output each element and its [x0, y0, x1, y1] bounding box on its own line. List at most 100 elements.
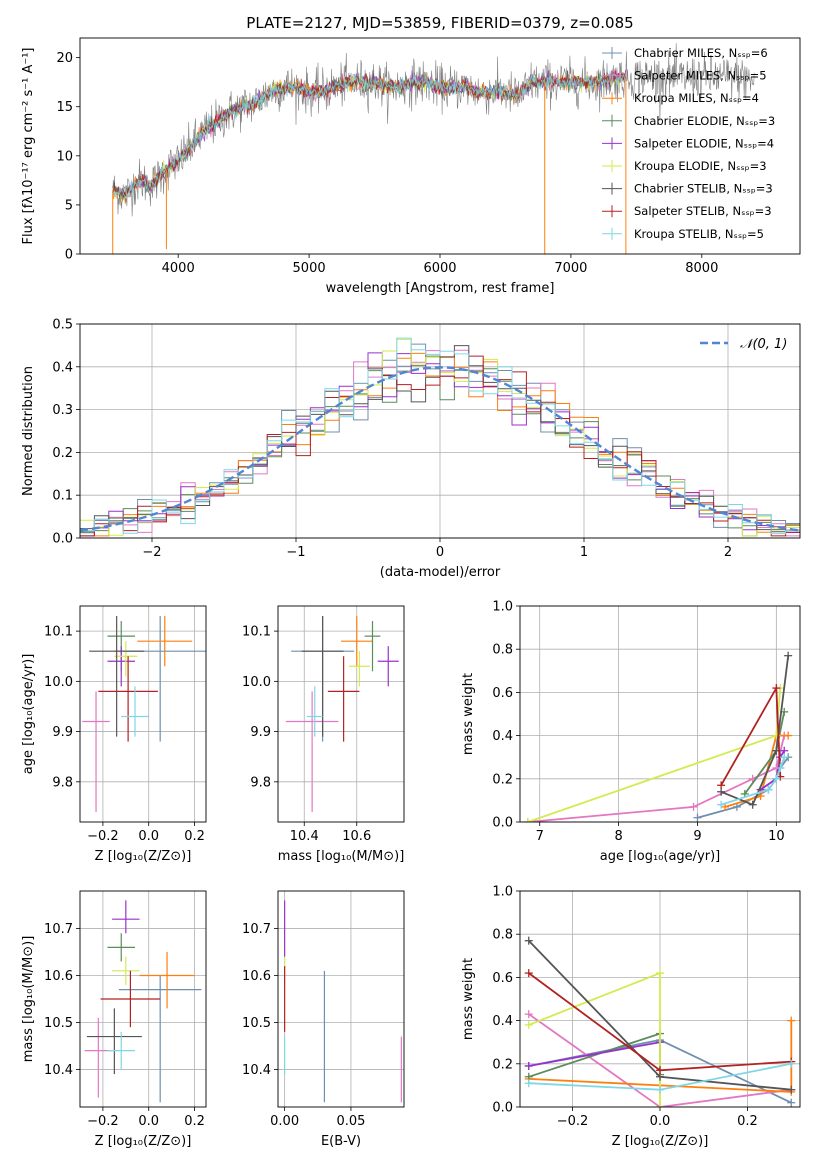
age_vs_mass-xtick-label: 10.6	[342, 829, 371, 844]
mass_vs_ebv-xtick-label: 0.05	[336, 1114, 365, 1129]
mass_vs_Z-series	[84, 900, 202, 1103]
massweight_vs_Z-xlabel: Z [log₁₀(Z/Z⊙)]	[612, 1134, 709, 1149]
legend-label: Kroupa MILES, Nₛₛₚ=4	[634, 91, 759, 105]
residuals-xtick-label: 1	[580, 545, 588, 560]
age_vs_mass-ytick-label: 10.0	[242, 675, 271, 690]
massweight_vs_Z-ytick-label: 0.6	[492, 971, 513, 986]
mass_vs_Z-ylabel: mass [log₁₀(M/M⊙)]	[21, 936, 36, 1063]
residuals-ytick-label: 0.0	[52, 532, 73, 547]
spectrum-series	[112, 43, 755, 254]
age_vs_mass-series	[285, 616, 399, 812]
spectrum-legend: Chabrier MILES, Nₛₛₚ=6 Salpeter MILES, Nₛ…	[602, 46, 775, 241]
spectrum-xlabel: wavelength [Angstrom, rest frame]	[326, 281, 555, 296]
residuals-ytick-label: 0.4	[52, 360, 73, 375]
spectrum-xtick-label: 7000	[554, 261, 587, 276]
residuals-ytick-label: 0.1	[52, 489, 73, 504]
massweight_vs_age-ytick-label: 0.6	[492, 686, 513, 701]
mass_vs_Z-xtick-label: −0.2	[87, 1114, 119, 1129]
age_vs_Z-series	[82, 616, 206, 812]
massweight_vs_age-xtick-label: 9	[693, 829, 701, 844]
massweight_vs_age-series	[523, 651, 793, 822]
residuals-xtick-label: 2	[724, 545, 732, 560]
mass_vs_ebv-xtick-label: 0.00	[270, 1114, 299, 1129]
mass_vs_Z-ytick-label: 10.6	[44, 969, 73, 984]
residuals-hist-kroupa_stelib	[80, 337, 800, 535]
spectrum-frame	[79, 37, 801, 255]
massweight_vs_Z-line-salpeter_elodie	[528, 1041, 661, 1067]
age_vs_mass-ytick-label: 9.8	[250, 775, 271, 790]
mass_vs_ebv-ytick-label: 10.7	[242, 922, 271, 937]
massweight_vs_age-ytick-label: 1.0	[492, 600, 513, 615]
spectrum-ytick-label: 0	[65, 248, 73, 263]
legend-label: Kroupa ELODIE, Nₛₛₚ=3	[634, 159, 767, 173]
residuals-ytick-label: 0.3	[52, 403, 73, 418]
residuals-series	[80, 337, 800, 537]
massweight_vs_Z-series	[524, 936, 796, 1107]
massweight_vs_Z-ytick-label: 0.4	[492, 1014, 513, 1029]
age_vs_Z-ytick-label: 9.9	[52, 725, 73, 740]
massweight_vs_age-ylabel: mass weight	[461, 673, 476, 755]
legend-label: Chabrier ELODIE, Nₛₛₚ=3	[634, 114, 775, 128]
legend-label: Salpeter STELIB, Nₛₛₚ=3	[634, 204, 772, 218]
massweight_vs_age-xtick-label: 7	[536, 829, 544, 844]
mass_vs_Z-frame	[79, 890, 207, 1108]
spectrum-xtick-label: 6000	[423, 261, 456, 276]
massweight_vs_Z-xtick-label: 0.0	[650, 1114, 671, 1129]
spectrum-ytick-label: 15	[56, 100, 73, 115]
residuals-ytick-label: 0.2	[52, 446, 73, 461]
legend-label: Kroupa STELIB, Nₛₛₚ=5	[634, 227, 764, 241]
spectrum-xtick-label: 8000	[685, 261, 718, 276]
massweight_vs_Z-line-kroupa_miles	[528, 1020, 793, 1093]
mass_vs_ebv-xlabel: E(B-V)	[321, 1134, 361, 1149]
age_vs_Z-ytick-label: 9.8	[52, 775, 73, 790]
mass_vs_Z-ytick-label: 10.4	[44, 1063, 73, 1078]
massweight_vs_age-ytick-label: 0.0	[492, 816, 513, 831]
mass_vs_Z-ytick-label: 10.5	[44, 1016, 73, 1031]
massweight_vs_age-ytick-label: 0.4	[492, 729, 513, 744]
age_vs_Z-xtick-label: 0.2	[184, 829, 205, 844]
mass_vs_ebv-frame	[277, 890, 405, 1108]
age_vs_Z-axes: −0.2 0.0 0.2 9.8 9.9 10.0 10.1 Z [log₁₀(Z/Z⊙)] a…	[21, 606, 206, 864]
mass_vs_ebv-axes: 0.00 0.05 10.4 10.5 10.6 10.7 E(B-V)	[242, 891, 404, 1149]
legend-label: Salpeter ELODIE, Nₛₛₚ=4	[634, 136, 774, 150]
mass_vs_ebv-ytick-label: 10.5	[242, 1016, 271, 1031]
mass_vs_Z-xtick-label: 0.2	[184, 1114, 205, 1129]
spectrum-xtick-label: 4000	[162, 261, 195, 276]
age_vs_Z-frame	[79, 605, 207, 823]
residuals-frame	[79, 323, 801, 539]
legend-label: Chabrier STELIB, Nₛₛₚ=3	[634, 182, 773, 196]
residuals-ytick-label: 0.5	[52, 318, 73, 333]
age_vs_Z-ytick-label: 10.0	[44, 675, 73, 690]
massweight_vs_age-xtick-label: 8	[614, 829, 622, 844]
residuals-axes: −2 −1 0 1 2 0.0 0.1 0.2 0.3 0.4 0.5 (data-model)/er…	[21, 318, 800, 580]
age_vs_Z-xtick-label: 0.0	[138, 829, 159, 844]
massweight_vs_age-xlabel: age [log₁₀(age/yr)]	[600, 849, 721, 864]
age_vs_mass-frame	[277, 605, 405, 823]
mass_vs_Z-axes: −0.2 0.0 0.2 10.4 10.5 10.6 10.7 Z [log₁₀(Z/Z⊙)…	[21, 891, 206, 1149]
residuals-legend-label: 𝒩(0, 1)	[740, 337, 787, 352]
massweight_vs_Z-ytick-label: 0.0	[492, 1101, 513, 1116]
massweight_vs_Z-ytick-label: 0.2	[492, 1057, 513, 1072]
mass_vs_ebv-ytick-label: 10.6	[242, 969, 271, 984]
age_vs_Z-xlabel: Z [log₁₀(Z/Z⊙)]	[95, 849, 192, 864]
age_vs_Z-ylabel: age [log₁₀(age/yr)]	[21, 654, 36, 775]
age_vs_mass-xlabel: mass [log₁₀(M/M⊙)]	[278, 849, 405, 864]
mass_vs_ebv-series	[284, 900, 402, 1103]
figure-title: PLATE=2127, MJD=53859, FIBERID=0379, z=0…	[246, 14, 633, 32]
residuals-ylabel: Normed distribution	[21, 366, 36, 496]
spectrum-ylabel: Flux [fλ10⁻¹⁷ erg cm⁻² s⁻¹ A⁻¹]	[21, 48, 36, 245]
residuals-legend: 𝒩(0, 1)	[700, 337, 787, 352]
massweight_vs_age-ytick-label: 0.2	[492, 772, 513, 787]
age_vs_mass-ytick-label: 9.9	[250, 725, 271, 740]
spectrum-xtick-label: 5000	[293, 261, 326, 276]
massweight_vs_age-frame	[519, 605, 801, 823]
legend-label: Salpeter MILES, Nₛₛₚ=5	[634, 69, 767, 83]
legend-label: Chabrier MILES, Nₛₛₚ=6	[634, 46, 768, 60]
spectrum-model-line-kroupa_stelib	[112, 70, 626, 199]
massweight_vs_Z-ytick-label: 0.8	[492, 928, 513, 943]
spectrum-axes: 4000 5000 6000 7000 8000 0 5 10 15 20 wavelength […	[21, 48, 718, 297]
massweight_vs_age-ytick-label: 0.8	[492, 643, 513, 658]
mass_vs_Z-xtick-label: 0.0	[138, 1114, 159, 1129]
